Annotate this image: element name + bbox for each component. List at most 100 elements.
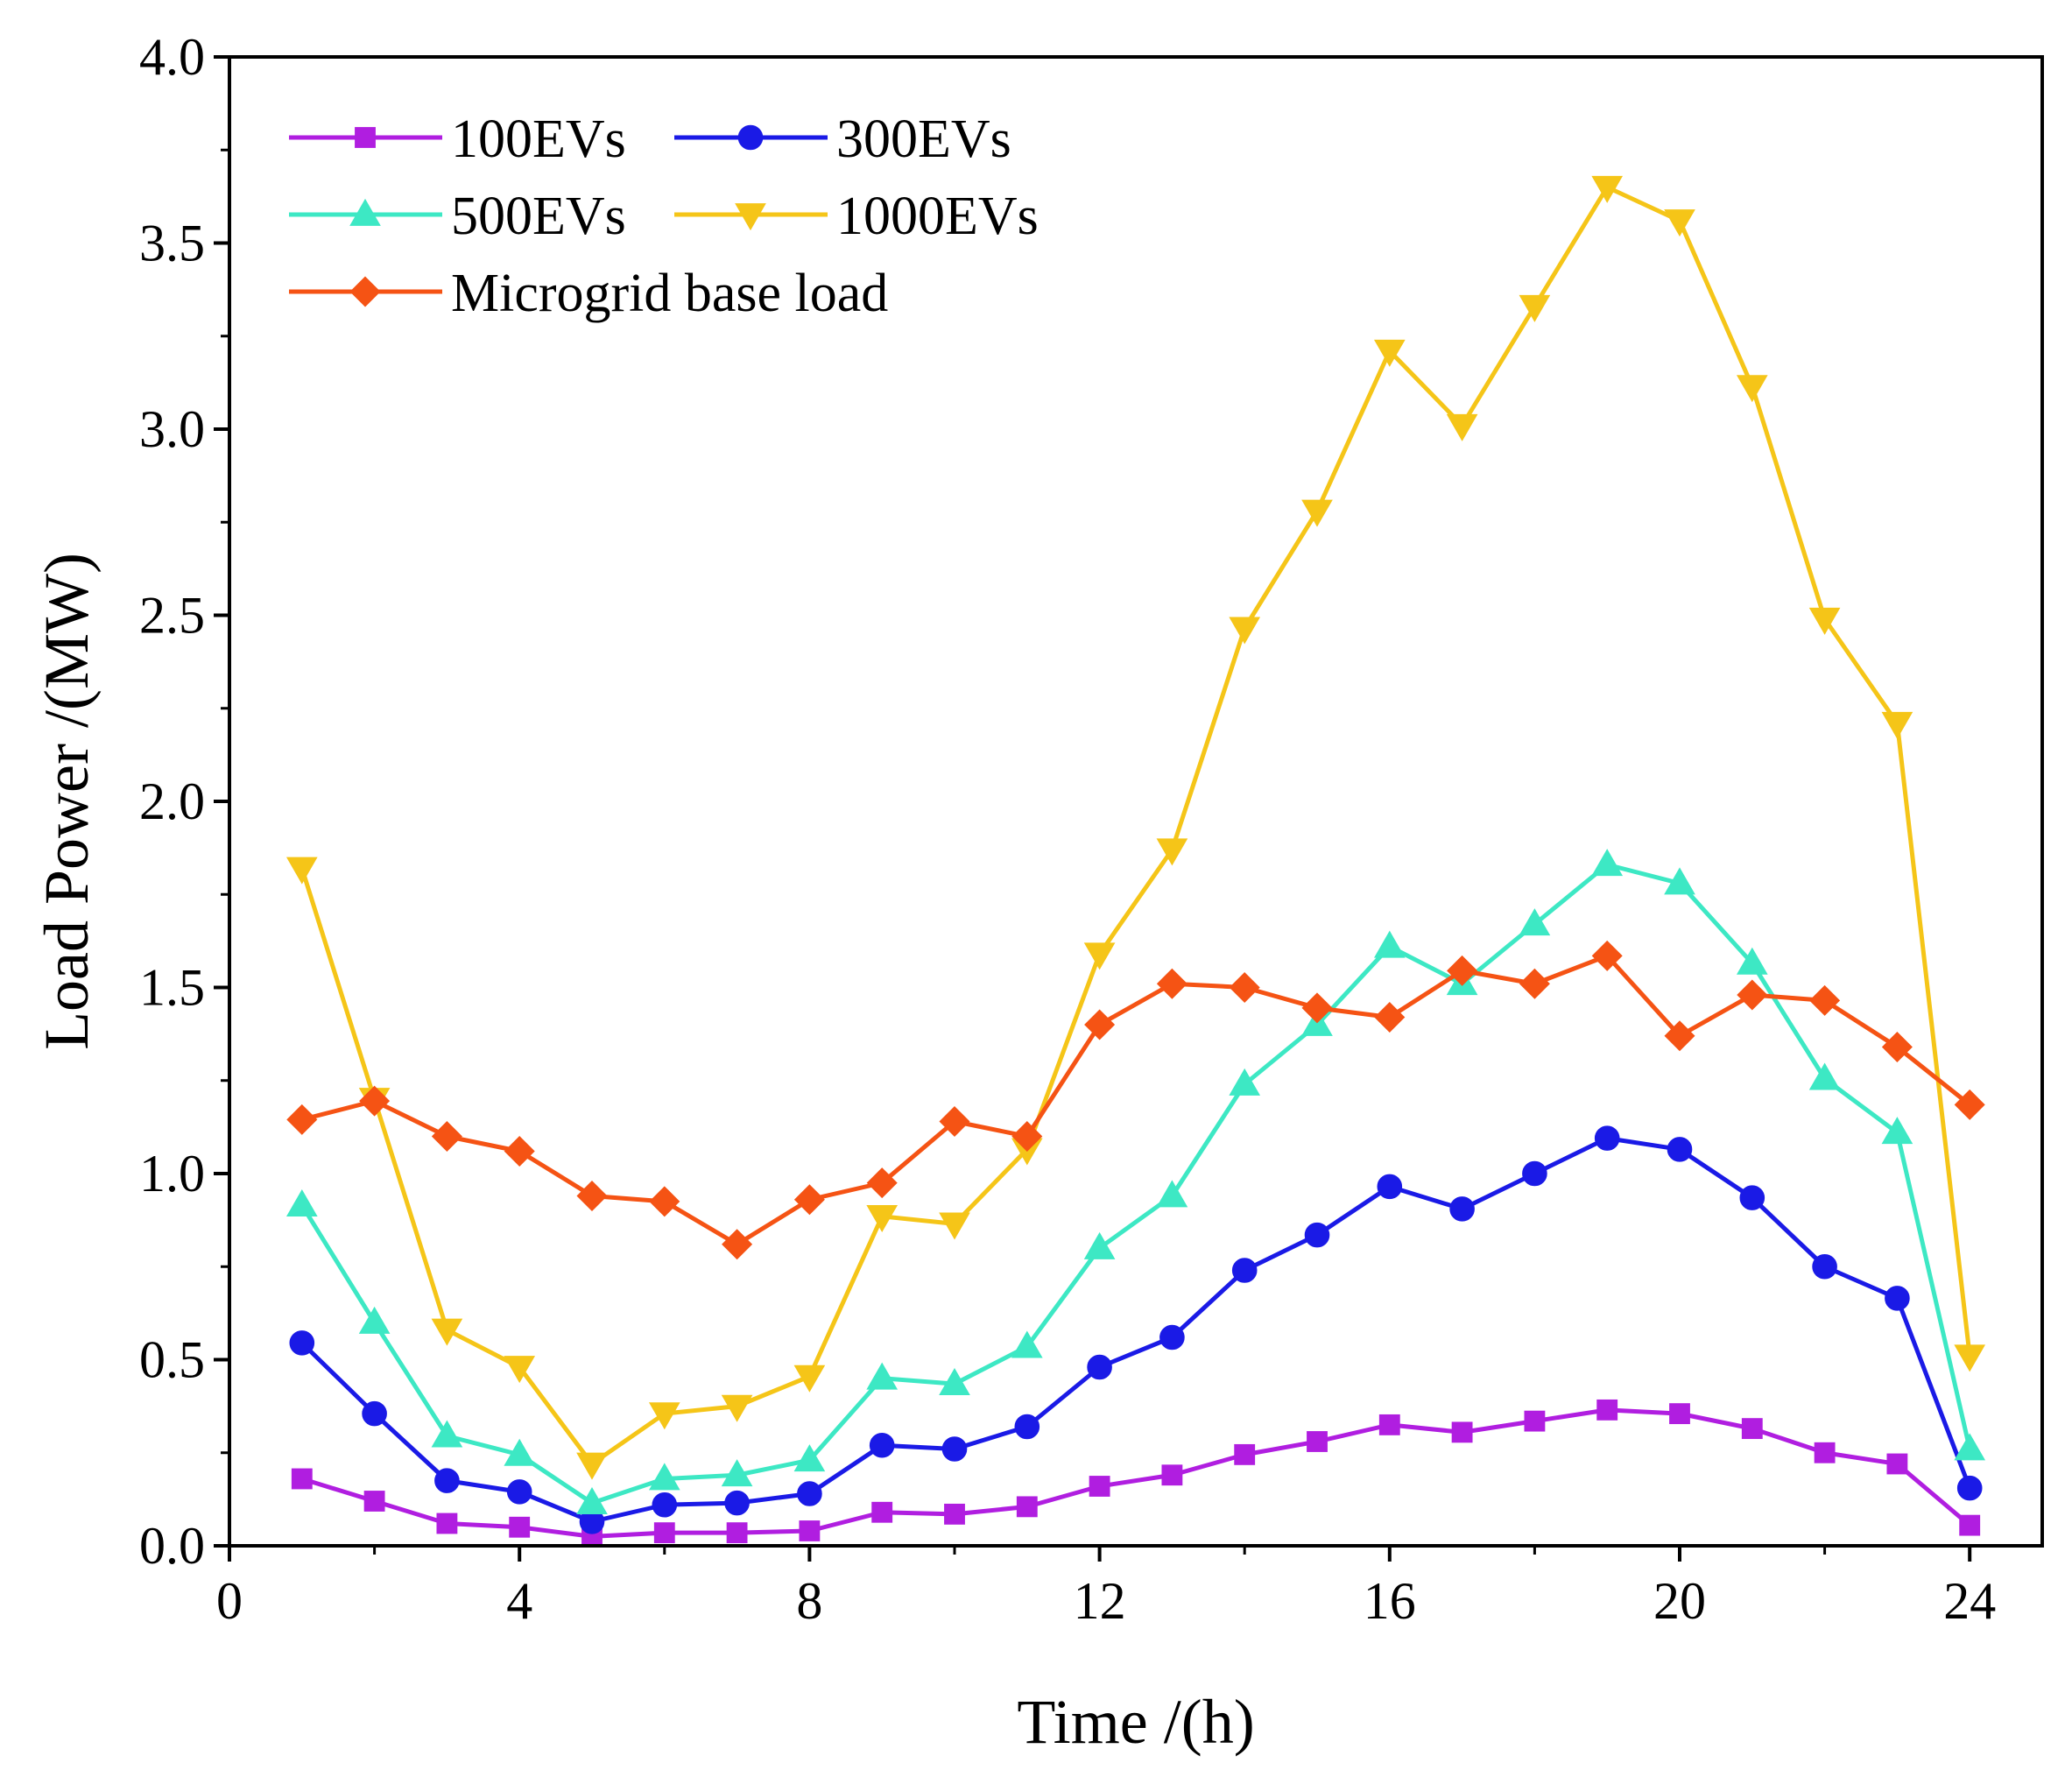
data-point xyxy=(362,1400,387,1427)
data-point xyxy=(1447,955,1478,986)
legend-label: 100EVs xyxy=(451,109,626,169)
data-point xyxy=(1229,971,1260,1004)
data-point xyxy=(1089,1476,1110,1497)
data-point xyxy=(1446,413,1478,441)
data-point xyxy=(1301,992,1333,1024)
data-point xyxy=(1881,1031,1913,1063)
data-point xyxy=(939,1368,970,1396)
data-point xyxy=(1954,1433,1986,1461)
data-point xyxy=(431,1420,463,1448)
data-point xyxy=(941,1436,968,1462)
data-point xyxy=(1591,940,1623,971)
data-point xyxy=(939,1105,970,1138)
data-point xyxy=(1808,607,1841,635)
data-point xyxy=(576,1180,608,1212)
data-point xyxy=(1959,1514,1981,1536)
data-point xyxy=(1016,1496,1038,1518)
series-line xyxy=(301,953,1971,1247)
axes-layer: 0 4 8 12 16 20 24 0.0 0.5 1.0 1.5 2.0 2.5 3.0 3.5 4.0 xyxy=(139,28,1996,1630)
legend-marker xyxy=(349,276,381,307)
data-point xyxy=(504,1135,535,1167)
data-point xyxy=(1736,947,1768,975)
y-tick-label: 4.0 xyxy=(139,28,205,86)
legend-marker xyxy=(735,203,766,231)
legend-label: Microgrid base load xyxy=(451,264,888,323)
data-point xyxy=(1809,984,1841,1016)
legend-item: 100EVs xyxy=(289,109,626,169)
data-point xyxy=(1307,1431,1328,1452)
data-point xyxy=(1161,1464,1183,1486)
data-point xyxy=(1594,1125,1620,1151)
data-point xyxy=(939,1212,970,1240)
data-point xyxy=(1881,1117,1913,1145)
data-point xyxy=(1378,1414,1400,1435)
legend-label: 300EVs xyxy=(836,109,1011,169)
data-point xyxy=(1014,1414,1040,1440)
data-point xyxy=(1667,1137,1693,1162)
data-point xyxy=(1881,711,1913,739)
data-point xyxy=(726,1522,748,1544)
data-point xyxy=(799,1520,821,1541)
data-point xyxy=(285,857,318,885)
data-point xyxy=(436,1513,458,1534)
x-tick-label: 12 xyxy=(1074,1572,1126,1630)
data-point xyxy=(1083,942,1116,970)
data-point xyxy=(431,1318,463,1346)
data-point xyxy=(1231,1258,1258,1283)
data-point xyxy=(504,1356,536,1384)
x-tick-label: 24 xyxy=(1943,1572,1996,1630)
series-1000evs xyxy=(285,175,1986,1480)
data-point xyxy=(576,1487,608,1515)
data-point xyxy=(1519,294,1551,322)
x-tick-label: 0 xyxy=(216,1572,243,1630)
legend-item: 300EVs xyxy=(674,109,1011,169)
data-point xyxy=(793,1184,825,1216)
data-point xyxy=(1954,1344,1986,1372)
data-point xyxy=(509,1516,531,1538)
data-point xyxy=(1087,1354,1112,1380)
data-point xyxy=(1451,1421,1473,1443)
data-point xyxy=(648,1463,680,1491)
data-point xyxy=(1449,1196,1475,1222)
data-point xyxy=(1808,1062,1841,1090)
data-point xyxy=(1011,1330,1043,1358)
data-point xyxy=(358,1306,391,1334)
data-point xyxy=(1669,1403,1690,1425)
legend-label: 1000EVs xyxy=(836,187,1039,246)
data-point xyxy=(434,1468,460,1493)
data-point xyxy=(286,1104,318,1135)
data-point xyxy=(1736,375,1768,403)
data-point xyxy=(1522,1160,1547,1187)
data-point xyxy=(363,1491,385,1512)
y-axis-title: Load Power /(MW) xyxy=(32,553,102,1050)
data-point xyxy=(1156,968,1188,999)
data-point xyxy=(1954,1089,1985,1120)
data-point xyxy=(944,1503,965,1525)
legend-item: 1000EVs xyxy=(674,187,1039,246)
data-point xyxy=(1524,1410,1546,1432)
data-point xyxy=(1664,867,1695,895)
data-point xyxy=(871,1501,893,1523)
data-point xyxy=(504,1438,536,1466)
data-point xyxy=(1083,1231,1116,1259)
data-point xyxy=(1301,499,1333,527)
legend-marker xyxy=(355,127,376,148)
data-point xyxy=(1739,1185,1765,1210)
y-tick-label: 2.0 xyxy=(139,772,205,830)
y-tick-label: 3.5 xyxy=(139,215,205,272)
data-point xyxy=(1519,968,1550,999)
x-tick-label: 16 xyxy=(1364,1572,1416,1630)
y-tick-label: 1.0 xyxy=(139,1145,205,1202)
data-point xyxy=(1591,849,1624,877)
data-point xyxy=(359,1085,391,1117)
y-tick-label: 2.5 xyxy=(139,587,205,645)
series-line xyxy=(300,1136,1972,1524)
data-point xyxy=(1229,617,1261,645)
data-point xyxy=(285,1189,318,1217)
data-point xyxy=(652,1491,678,1518)
y-tick-label: 3.0 xyxy=(139,400,205,458)
data-point xyxy=(1229,1068,1261,1096)
data-point xyxy=(1737,979,1768,1011)
data-point xyxy=(722,1229,753,1260)
series-line xyxy=(300,862,1972,1506)
